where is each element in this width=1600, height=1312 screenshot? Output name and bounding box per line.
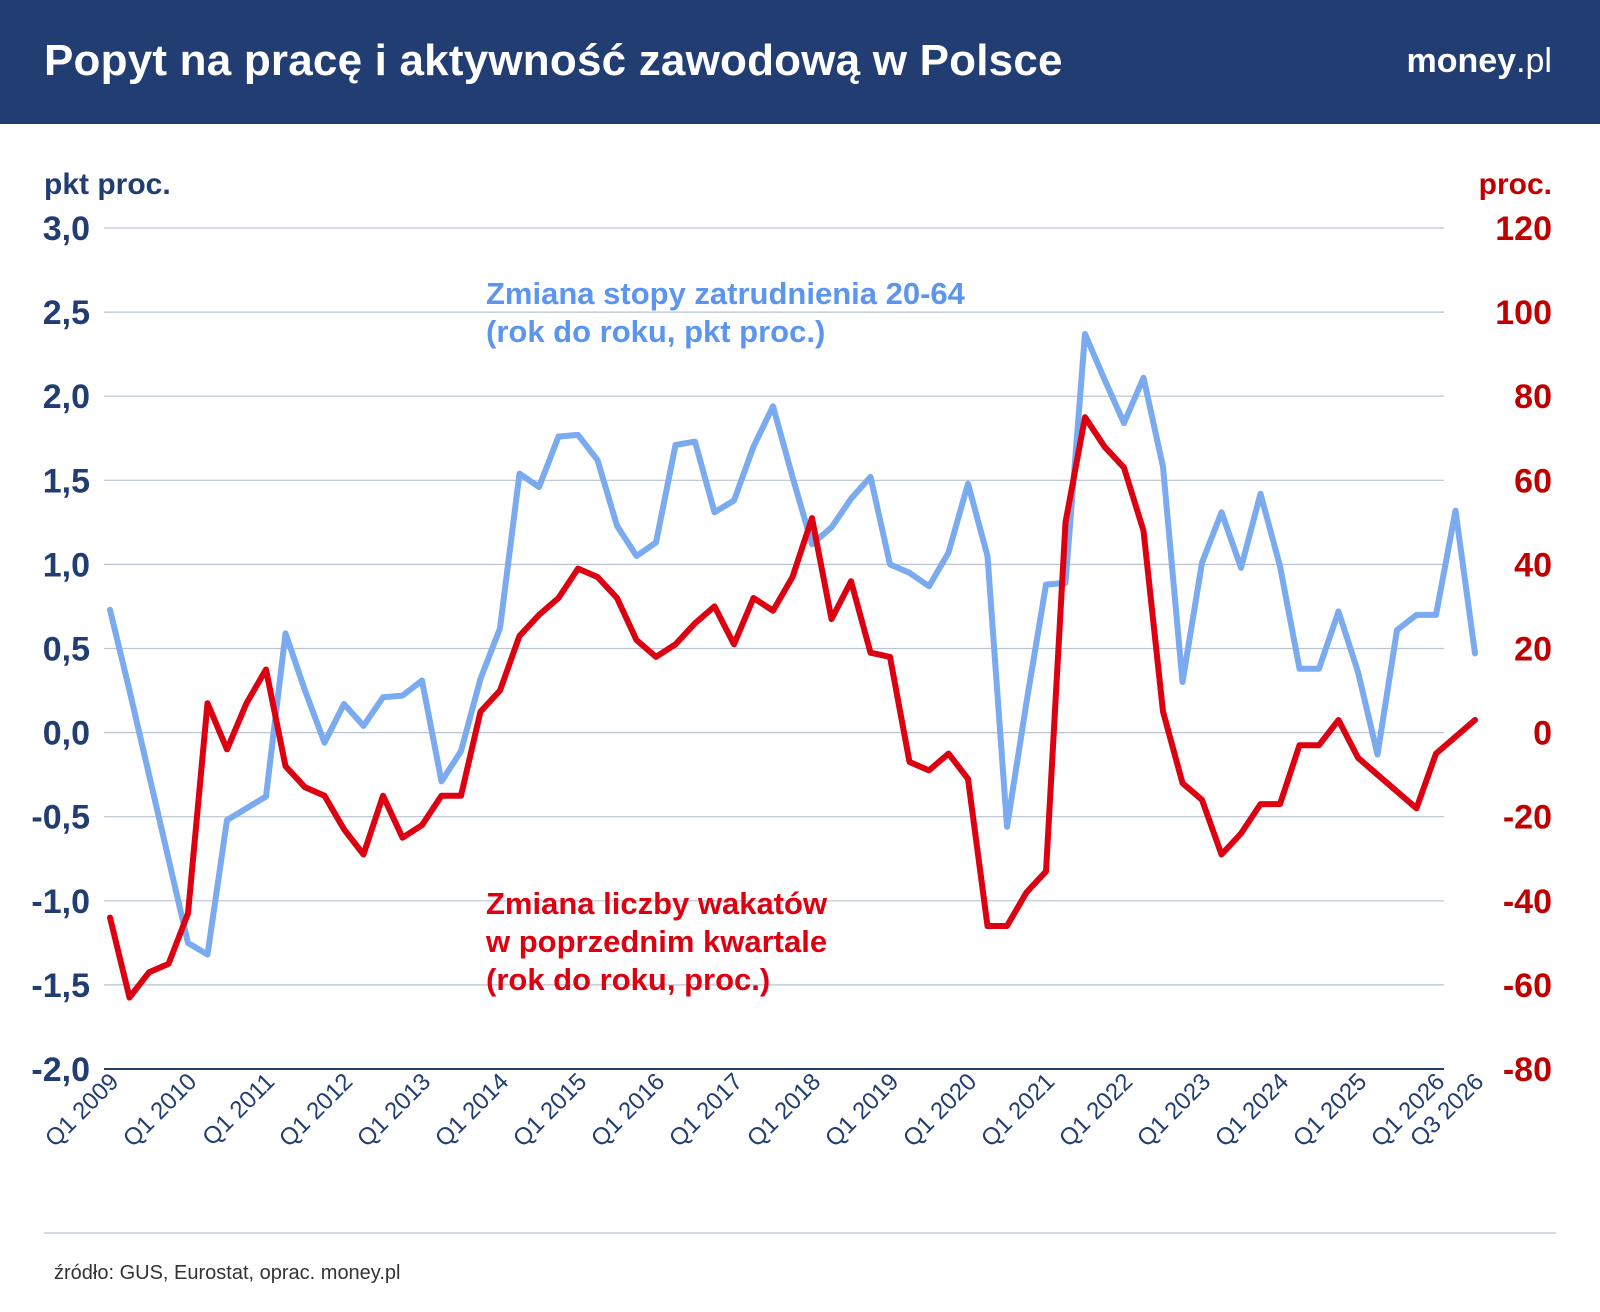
x-axis-tick-label: Q1 2019 <box>820 1068 904 1152</box>
left-axis-tick-label: 0,5 <box>43 631 90 669</box>
vacancies-series-label-2: w poprzednim kwartale <box>485 924 827 959</box>
right-axis-tick-label: 60 <box>1514 462 1552 500</box>
employment-rate-change-line <box>107 331 1478 958</box>
left-axis-ticks: -2,0 -1,5 -1,0 -0,5 0,0 0,5 1,0 1,5 2,0 2,5 3,0 <box>31 210 90 1089</box>
right-axis-tick-label: 80 <box>1514 378 1552 416</box>
right-axis-tick-label: 20 <box>1514 631 1552 669</box>
x-axis-tick-label: Q1 2020 <box>898 1068 982 1152</box>
left-axis-unit: pkt proc. <box>44 168 171 201</box>
x-axis-tick-label: Q1 2010 <box>118 1068 202 1152</box>
x-axis-tick-label: Q1 2022 <box>1054 1068 1138 1152</box>
x-axis-tick-label: Q1 2016 <box>586 1068 670 1152</box>
left-axis-tick-label: 2,0 <box>43 378 90 416</box>
vacancies-change-line <box>107 414 1478 1001</box>
page-title: Popyt na pracę i aktywność zawodową w Po… <box>44 36 1063 85</box>
right-axis-tick-label: 40 <box>1514 546 1552 584</box>
right-axis-unit: proc. <box>1479 168 1552 201</box>
money-pl-logo[interactable]: money.pl <box>1406 42 1552 81</box>
right-axis-ticks: -80 -60 -40 -20 0 20 40 60 80 100 120 <box>1495 210 1552 1089</box>
x-axis-tick-label: Q1 2011 <box>197 1068 280 1151</box>
left-axis-tick-label: 2,5 <box>43 294 90 332</box>
x-axis-tick-label: Q1 2021 <box>976 1068 1060 1152</box>
logo-tld: .pl <box>1516 42 1552 80</box>
left-axis-tick-label: 3,0 <box>43 210 90 248</box>
x-axis-tick-label: Q1 2025 <box>1288 1068 1372 1152</box>
dual-axis-line-chart: -2,0 -1,5 -1,0 -0,5 0,0 0,5 1,0 1,5 2,0 2,5 3,0 -8… <box>31 168 1552 1152</box>
employment-series-note: (rok do roku, pkt proc.) <box>486 314 825 349</box>
x-axis-tick-label: Q1 2015 <box>508 1068 592 1152</box>
x-axis-tick-label: Q1 2012 <box>274 1068 358 1152</box>
left-axis-tick-label: -1,0 <box>31 883 90 921</box>
logo-brand: money <box>1406 42 1517 80</box>
x-axis-tick-label: Q1 2024 <box>1210 1068 1294 1152</box>
left-axis-tick-label: -1,5 <box>31 967 90 1005</box>
left-axis-tick-label: 1,0 <box>43 546 90 584</box>
left-axis-tick-label: -0,5 <box>31 799 90 837</box>
vacancies-series-note: (rok do roku, proc.) <box>486 962 770 997</box>
x-axis-tick-label: Q1 2013 <box>352 1068 436 1152</box>
gridlines <box>104 227 1444 1070</box>
left-axis-tick-label: 0,0 <box>43 715 90 753</box>
source-note: źródło: GUS, Eurostat, oprac. money.pl <box>54 1262 401 1284</box>
header-bar: Popyt na pracę i aktywność zawodową w Po… <box>0 0 1600 124</box>
x-axis-tick-label: Q1 2018 <box>742 1068 826 1152</box>
right-axis-tick-label: -40 <box>1503 883 1552 921</box>
x-axis-tick-label: Q1 2023 <box>1132 1068 1216 1152</box>
vacancies-series-label: Zmiana liczby wakatów <box>486 886 828 921</box>
right-axis-tick-label: -60 <box>1503 967 1552 1005</box>
right-axis-tick-label: 0 <box>1533 715 1552 753</box>
right-axis-tick-label: 100 <box>1495 294 1552 332</box>
x-axis-tick-label: Q1 2014 <box>430 1068 514 1152</box>
employment-series-label: Zmiana stopy zatrudnienia 20-64 <box>486 276 966 311</box>
left-axis-tick-label: -2,0 <box>31 1051 90 1089</box>
footer-divider <box>44 1232 1556 1234</box>
x-axis-tick-label: Q1 2017 <box>664 1068 748 1152</box>
series-lines <box>107 331 1478 1001</box>
right-axis-tick-label: 120 <box>1495 210 1552 248</box>
left-axis-tick-label: 1,5 <box>43 462 90 500</box>
right-axis-tick-label: -80 <box>1503 1051 1552 1089</box>
right-axis-tick-label: -20 <box>1503 799 1552 837</box>
